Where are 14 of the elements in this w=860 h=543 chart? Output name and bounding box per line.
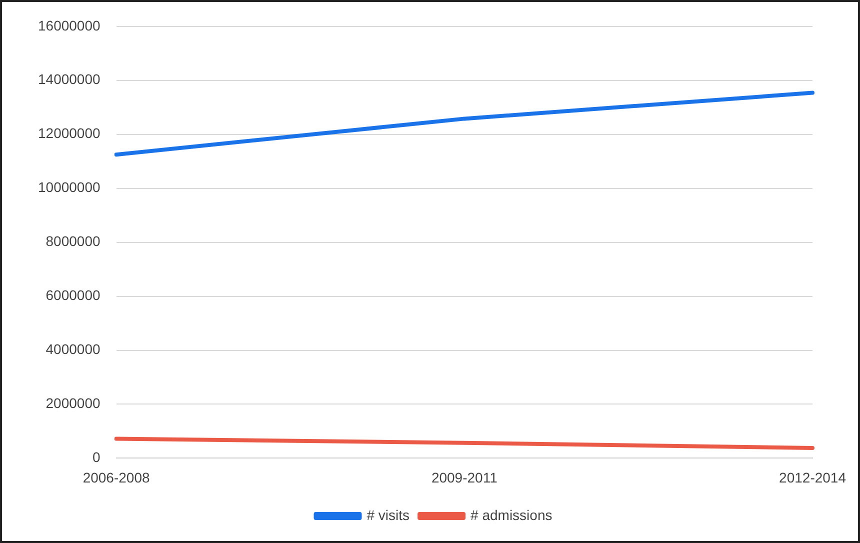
x-tick-label: 2009-2011 [431, 469, 498, 486]
legend-label: # admissions [470, 506, 552, 523]
y-tick-label: 14000000 [38, 71, 100, 88]
y-tick-label: 0 [92, 449, 100, 466]
y-tick-label: 2000000 [46, 395, 100, 412]
y-tick-label: 10000000 [38, 179, 100, 196]
y-tick-label: 8000000 [46, 233, 100, 250]
legend-label: # visits [366, 506, 410, 523]
y-tick-label: 16000000 [38, 17, 100, 34]
x-tick-label: 2006-2008 [82, 469, 150, 486]
x-tick-label: 2012-2014 [779, 469, 846, 486]
y-tick-label: 6000000 [46, 287, 100, 304]
y-tick-label: 12000000 [38, 125, 100, 142]
y-tick-label: 4000000 [46, 341, 100, 358]
